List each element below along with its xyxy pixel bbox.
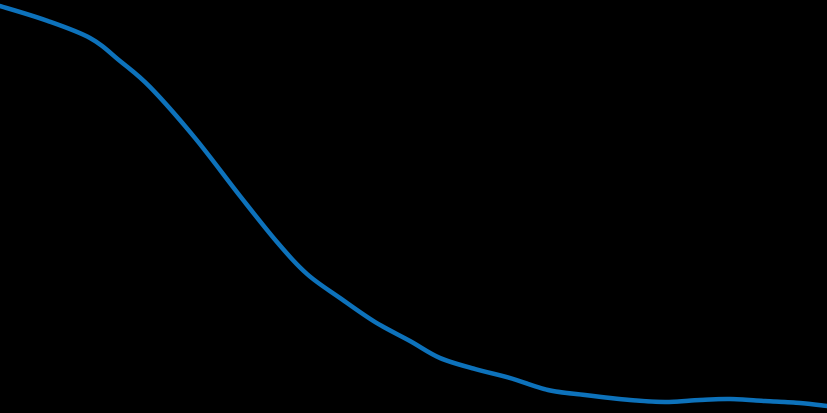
decay-curve-line (0, 3, 827, 409)
